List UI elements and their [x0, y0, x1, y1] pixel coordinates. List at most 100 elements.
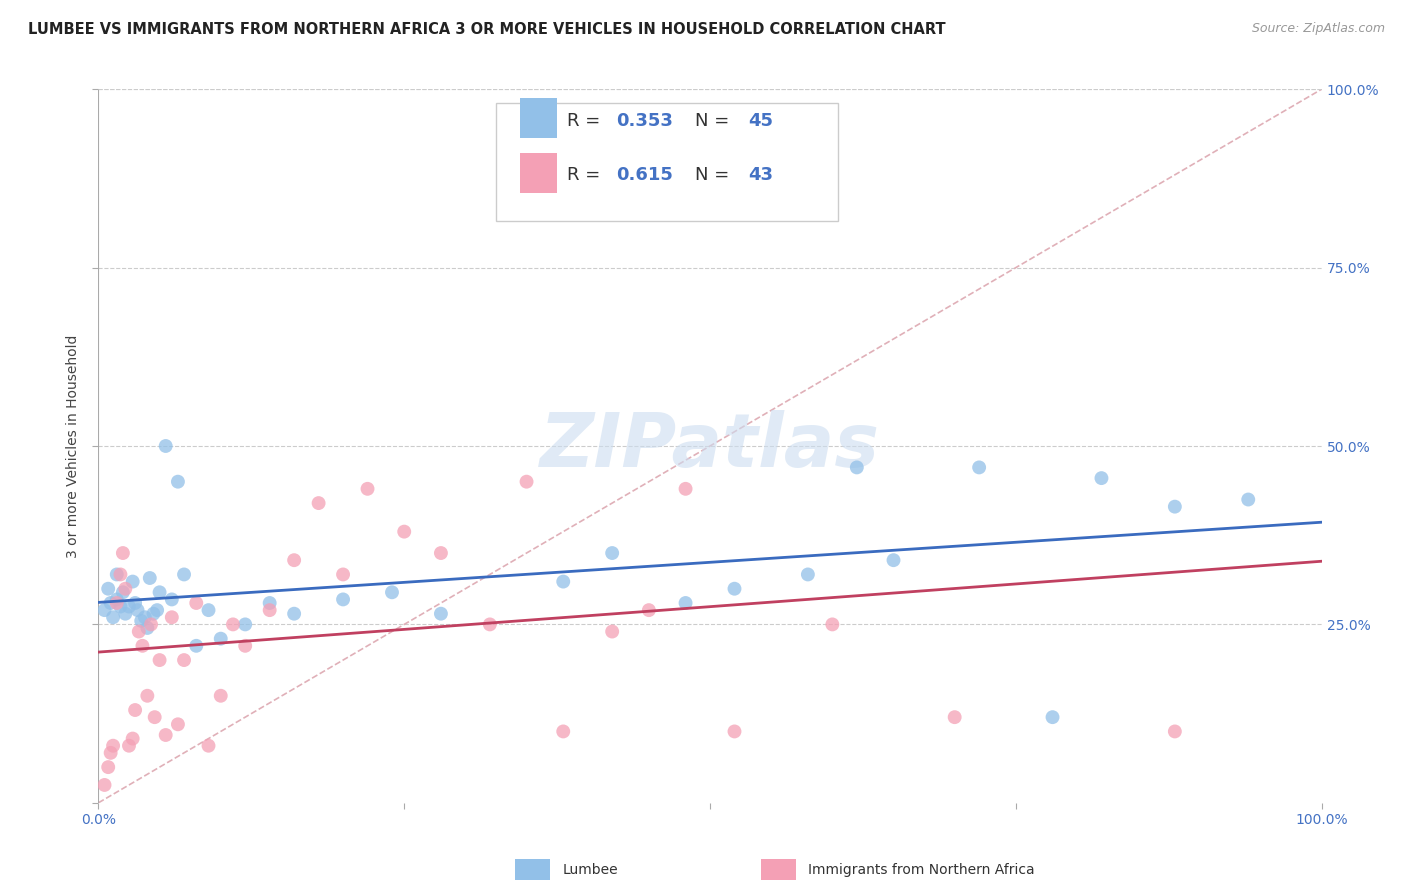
Text: 0.353: 0.353	[616, 112, 672, 130]
Point	[139, 617, 162, 632]
Point	[233, 617, 256, 632]
Text: Source: ZipAtlas.com: Source: ZipAtlas.com	[1251, 22, 1385, 36]
Point	[308, 496, 330, 510]
Text: N =: N =	[696, 166, 735, 184]
Point	[209, 632, 232, 646]
Point	[160, 592, 183, 607]
Point	[675, 482, 697, 496]
Point	[332, 592, 354, 607]
Point	[883, 553, 905, 567]
Point	[259, 603, 281, 617]
Point	[118, 599, 141, 614]
Point	[142, 607, 165, 621]
Point	[110, 599, 132, 614]
Point	[332, 567, 354, 582]
Point	[222, 617, 245, 632]
Point	[100, 746, 122, 760]
Point	[134, 610, 156, 624]
Point	[160, 610, 183, 624]
Point	[149, 585, 172, 599]
Point	[139, 571, 162, 585]
Point	[111, 546, 134, 560]
Point	[600, 624, 623, 639]
Point	[392, 524, 416, 539]
Point	[515, 168, 537, 182]
Point	[845, 460, 868, 475]
Text: 0.615: 0.615	[616, 166, 672, 184]
Point	[101, 610, 124, 624]
Point	[124, 703, 146, 717]
Point	[967, 460, 990, 475]
Point	[131, 639, 153, 653]
FancyBboxPatch shape	[496, 103, 838, 221]
Point	[797, 567, 820, 582]
Point	[149, 653, 172, 667]
Point	[209, 689, 232, 703]
Point	[105, 596, 128, 610]
Point	[553, 724, 575, 739]
Text: Immigrants from Northern Africa: Immigrants from Northern Africa	[808, 863, 1035, 877]
Point	[259, 596, 281, 610]
Point	[186, 596, 208, 610]
Point	[197, 739, 219, 753]
Text: LUMBEE VS IMMIGRANTS FROM NORTHERN AFRICA 3 OR MORE VEHICLES IN HOUSEHOLD CORREL: LUMBEE VS IMMIGRANTS FROM NORTHERN AFRIC…	[28, 22, 946, 37]
Point	[381, 585, 404, 599]
Text: R =: R =	[567, 112, 606, 130]
Point	[173, 567, 195, 582]
Point	[118, 739, 141, 753]
Point	[675, 596, 697, 610]
Point	[515, 475, 537, 489]
Point	[638, 603, 661, 617]
Point	[186, 639, 208, 653]
Point	[723, 724, 745, 739]
Point	[167, 475, 190, 489]
Text: ZIPatlas: ZIPatlas	[540, 409, 880, 483]
Point	[1042, 710, 1064, 724]
Point	[136, 621, 159, 635]
Text: 43: 43	[748, 166, 773, 184]
Point	[97, 760, 120, 774]
Point	[283, 607, 305, 621]
Point	[124, 596, 146, 610]
Point	[93, 603, 115, 617]
Point	[100, 596, 122, 610]
Point	[93, 778, 115, 792]
Point	[136, 689, 159, 703]
Point	[101, 739, 124, 753]
Text: N =: N =	[696, 112, 735, 130]
Point	[1237, 492, 1260, 507]
Point	[127, 603, 149, 617]
Point	[1090, 471, 1112, 485]
Point	[129, 614, 152, 628]
FancyBboxPatch shape	[520, 153, 557, 193]
Point	[121, 731, 143, 746]
Text: Lumbee: Lumbee	[562, 863, 619, 877]
Point	[143, 710, 166, 724]
Text: 45: 45	[748, 112, 773, 130]
Point	[105, 592, 128, 607]
Point	[121, 574, 143, 589]
Point	[1164, 500, 1187, 514]
Point	[430, 607, 453, 621]
Point	[430, 546, 453, 560]
Point	[110, 567, 132, 582]
Y-axis label: 3 or more Vehicles in Household: 3 or more Vehicles in Household	[66, 334, 80, 558]
Text: R =: R =	[567, 166, 606, 184]
FancyBboxPatch shape	[520, 98, 557, 137]
Point	[553, 574, 575, 589]
Point	[105, 567, 128, 582]
Point	[111, 585, 134, 599]
Point	[155, 439, 177, 453]
Point	[167, 717, 190, 731]
Point	[233, 639, 256, 653]
Point	[600, 546, 623, 560]
Point	[356, 482, 378, 496]
Point	[478, 617, 501, 632]
Point	[97, 582, 120, 596]
Point	[1164, 724, 1187, 739]
Point	[155, 728, 177, 742]
Point	[821, 617, 844, 632]
Point	[146, 603, 169, 617]
Point	[114, 582, 136, 596]
Point	[128, 624, 150, 639]
